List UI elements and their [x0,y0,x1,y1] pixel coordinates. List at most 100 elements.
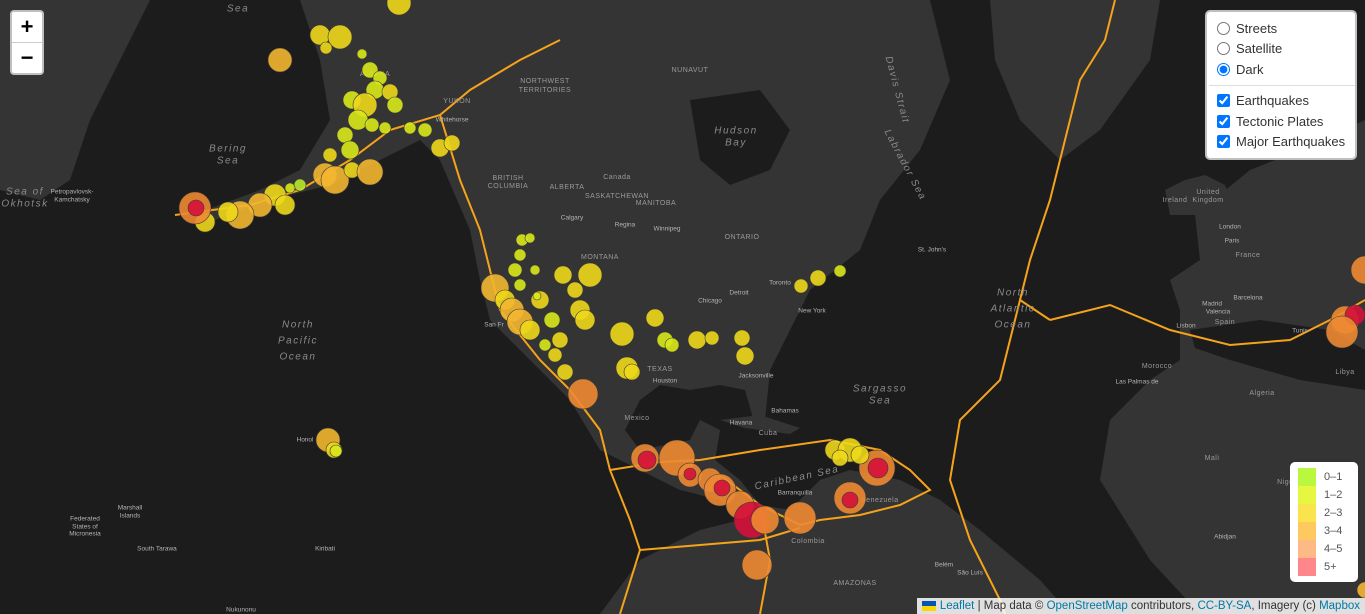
overlay-checkbox[interactable] [1217,94,1230,108]
map-label: COLUMBIA [488,183,529,190]
leaflet-link[interactable]: Leaflet [939,600,975,612]
attribution-text: contributors, [1127,600,1198,612]
map-label: New York [798,308,826,315]
mediterranean [1190,320,1365,390]
map-label: North [997,288,1029,299]
base-layer-radio[interactable] [1217,42,1230,56]
map-label: Venezuela [861,497,898,504]
legend-label: 0–1 [1324,471,1343,483]
overlay-option[interactable]: Earthquakes [1215,91,1347,112]
overlay-label: Major Earthquakes [1236,134,1346,150]
legend-row: 0–1 [1298,468,1354,486]
base-layer-radio[interactable] [1217,62,1230,76]
earthquake-marker [1325,315,1359,349]
map-label: TERRITORIES [519,87,571,94]
map-label: Spain [1215,319,1235,326]
legend-label: 2–3 [1324,507,1343,519]
earthquake-marker [417,122,433,138]
legend-swatch [1298,504,1316,522]
earthquake-marker [1356,581,1365,599]
earthquake-marker [577,262,603,288]
overlay-option[interactable]: Tectonic Plates [1215,111,1347,132]
earthquake-marker [322,147,338,163]
map-label: Kiribati [315,546,335,553]
earthquake-marker [850,445,870,465]
osm-link[interactable]: OpenStreetMap [1046,600,1128,612]
overlay-checkbox[interactable] [1217,135,1230,149]
earthquake-marker [267,47,293,73]
earthquake-marker [833,264,847,278]
earthquake-marker [551,331,569,349]
earthquake-marker [340,140,360,160]
map-label: ONTARIO [725,234,760,241]
map-label: São Luís [957,570,983,577]
map-label: Bay [725,138,747,149]
earthquake-marker [364,117,380,133]
earthquake-marker [538,338,552,352]
americas [200,0,1070,614]
legend: 0–1 1–2 2–3 3–4 4–5 5+ [1290,462,1358,582]
earthquake-marker [443,134,461,152]
map-label: SASKATCHEWAN [585,193,649,200]
map-label: Havana [730,420,753,427]
earthquake-marker [356,158,384,186]
base-layer-option[interactable]: Satellite [1215,39,1347,60]
earthquake-marker [356,48,368,60]
legend-swatch [1298,540,1316,558]
base-layer-radio[interactable] [1217,21,1230,35]
base-layer-option[interactable]: Dark [1215,59,1347,80]
map-label: Houston [653,378,678,385]
earthquake-marker [664,337,680,353]
hudson-bay [690,90,790,185]
water [690,90,1365,390]
base-layer-label: Satellite [1236,41,1283,57]
map-label: Chicago [698,298,722,305]
map-label: Libya [1335,369,1354,376]
earthquake-marker [187,199,205,217]
map-label: Las Palmas de [1116,379,1159,386]
base-layer-label: Streets [1236,20,1278,36]
earthquake-marker [867,457,889,479]
license-link[interactable]: CC-BY-SA [1197,600,1252,612]
map-label: North [282,320,314,331]
map-label: Paris [1225,238,1241,245]
map-label: Detroit [729,290,748,297]
earthquake-marker [1350,255,1365,285]
earthquake-marker [386,96,404,114]
map-label: Petropavlovsk- [51,189,94,196]
earthquake-marker [513,248,527,262]
legend-row: 5+ [1298,558,1354,576]
legend-swatch [1298,468,1316,486]
map-label: United [1196,189,1219,196]
earthquake-marker [378,121,392,135]
map-label: Cuba [759,430,778,437]
uk-ireland [1165,175,1240,235]
overlay-checkbox[interactable] [1217,114,1230,128]
legend-row: 1–2 [1298,486,1354,504]
earthquake-marker [574,309,596,331]
zoom-in[interactable]: + [12,12,42,43]
earthquake-marker [386,0,412,16]
map-label: MANITOBA [636,200,676,207]
zoom-out[interactable]: − [20,45,34,70]
legend-swatch [1298,486,1316,504]
earthquake-marker [336,126,354,144]
mapbox-link[interactable]: Mapbox [1319,600,1360,612]
earthquake-marker [553,265,573,285]
earthquake-marker [547,347,563,363]
map-label: Morocco [1142,363,1172,370]
map-label: Colombia [791,538,825,545]
map-label: Tunis [1292,328,1308,335]
base-layer-option[interactable]: Streets [1215,18,1347,39]
earthquake-marker [543,311,561,329]
overlay-option[interactable]: Major Earthquakes [1215,132,1347,153]
map-label: Pacific [278,336,318,347]
map-label: ALBERTA [550,184,585,191]
map-label: St. John's [918,247,947,254]
map-label: Hudson [714,126,757,137]
map-label: Madrid [1202,301,1222,308]
map-label: Atlantic [990,304,1036,315]
map-label: BRITISH [492,175,523,182]
map-label: Sea of [6,187,44,198]
